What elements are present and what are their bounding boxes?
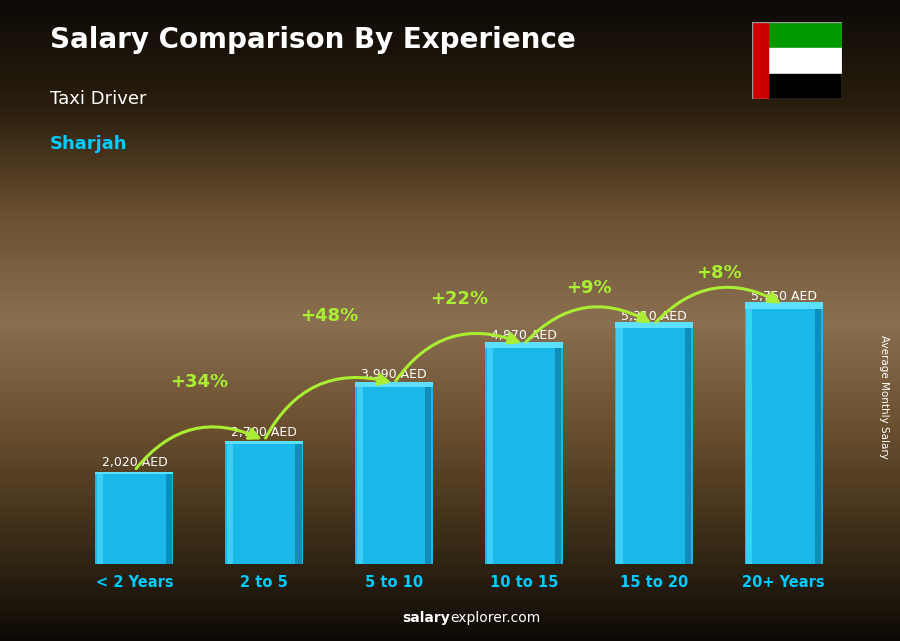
Bar	[295, 444, 302, 564]
Text: +9%: +9%	[566, 279, 612, 297]
Text: salary: salary	[402, 611, 450, 625]
Text: Salary Comparison By Experience: Salary Comparison By Experience	[50, 26, 575, 54]
Bar	[425, 387, 431, 564]
Bar	[615, 328, 693, 564]
Bar	[746, 308, 752, 564]
Bar	[555, 347, 562, 564]
Bar	[768, 48, 842, 74]
FancyBboxPatch shape	[744, 302, 823, 308]
FancyBboxPatch shape	[356, 382, 433, 387]
Text: +8%: +8%	[696, 264, 742, 282]
FancyBboxPatch shape	[225, 441, 303, 444]
Text: 4,870 AED: 4,870 AED	[491, 329, 557, 342]
Text: 2,700 AED: 2,700 AED	[231, 426, 297, 438]
Bar	[487, 347, 493, 564]
Text: Sharjah: Sharjah	[50, 135, 127, 153]
Bar	[752, 22, 768, 99]
FancyBboxPatch shape	[615, 322, 693, 328]
Text: explorer.com: explorer.com	[450, 611, 540, 625]
Bar	[744, 308, 823, 564]
Bar	[485, 347, 562, 564]
Text: Average Monthly Salary: Average Monthly Salary	[878, 335, 889, 460]
Bar	[768, 74, 842, 99]
Text: Taxi Driver: Taxi Driver	[50, 90, 146, 108]
Bar	[225, 444, 303, 564]
Text: 2,020 AED: 2,020 AED	[102, 456, 167, 469]
Bar	[356, 387, 433, 564]
Bar	[356, 387, 363, 564]
Bar	[227, 444, 233, 564]
Bar	[685, 328, 691, 564]
Bar	[166, 474, 172, 564]
FancyBboxPatch shape	[485, 342, 562, 347]
Bar	[95, 474, 174, 564]
Text: +22%: +22%	[430, 290, 488, 308]
Text: 3,990 AED: 3,990 AED	[361, 369, 427, 381]
Bar	[616, 328, 623, 564]
Bar	[814, 308, 821, 564]
Text: +34%: +34%	[170, 373, 229, 391]
Text: 5,750 AED: 5,750 AED	[751, 290, 816, 303]
Text: +48%: +48%	[300, 306, 358, 324]
FancyBboxPatch shape	[95, 472, 174, 474]
Bar	[768, 22, 842, 48]
Text: 5,310 AED: 5,310 AED	[621, 310, 687, 323]
Bar	[97, 474, 104, 564]
